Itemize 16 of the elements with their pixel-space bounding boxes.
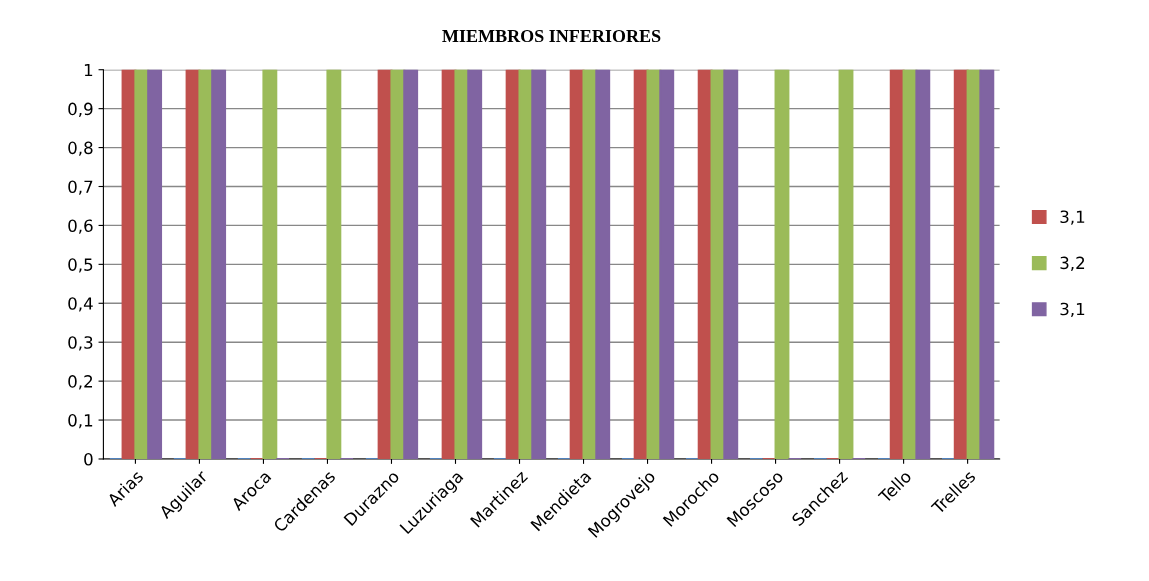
legend-label: 3,1: [1060, 210, 1085, 225]
y-tick-label: 0,3: [68, 336, 93, 351]
y-tick-label: 0: [84, 452, 93, 466]
x-tick-label: Tello: [877, 469, 913, 505]
chart-title: MIEMBROS INFERIORES: [442, 29, 661, 43]
y-tick-label: 0,4: [68, 297, 93, 312]
y-tick-label: 0,9: [68, 102, 93, 117]
legend-label: 3,1: [1060, 302, 1085, 318]
legend-label: 3,2: [1060, 256, 1085, 271]
y-tick-label: 0,6: [68, 219, 93, 234]
y-tick-label: 0,2: [68, 375, 93, 390]
y-tick-label: 1: [84, 63, 93, 77]
y-tick-label: 0,8: [68, 141, 93, 156]
y-tick-label: 0,7: [68, 180, 93, 195]
y-tick-label: 0,1: [68, 414, 93, 429]
y-tick-label: 0,5: [68, 258, 93, 273]
